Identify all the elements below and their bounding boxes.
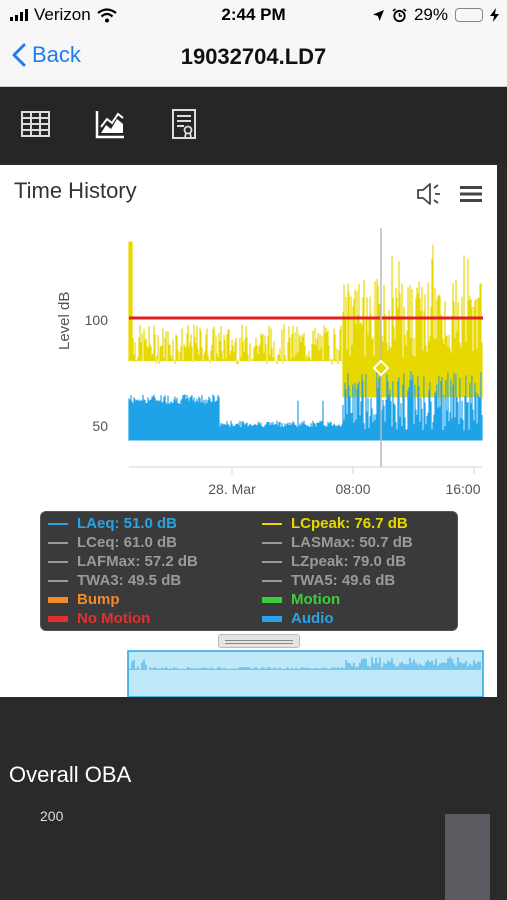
legend-label: LAeq: 51.0 dB (77, 515, 178, 532)
x-tick-08: 08:00 (335, 481, 370, 497)
navigator-window[interactable] (127, 650, 484, 697)
chevron-left-icon (12, 43, 26, 67)
legend-item[interactable]: Bump (48, 591, 120, 608)
legend-label: LCpeak: 76.7 dB (291, 515, 408, 532)
menu-icon[interactable] (459, 183, 483, 205)
chart-icon[interactable] (93, 107, 127, 141)
legend-label: Audio (291, 610, 334, 627)
legend-item[interactable]: LAeq: 51.0 dB (48, 515, 177, 532)
legend-label: LAFMax: 57.2 dB (77, 553, 198, 570)
alarm-icon (392, 7, 407, 22)
battery-percent: 29% (413, 5, 448, 24)
legend-swatch (48, 541, 68, 544)
signal-icon (10, 9, 28, 21)
y-tick-50: 50 (92, 418, 108, 434)
navigator-series (127, 650, 484, 697)
report-icon[interactable] (167, 107, 201, 141)
legend-swatch (48, 579, 68, 582)
legend-label: Bump (77, 591, 120, 608)
legend-swatch (262, 615, 282, 622)
legend-item[interactable]: Motion (262, 591, 340, 608)
legend-item[interactable]: TWA3: 49.5 dB (48, 572, 181, 589)
battery-icon (455, 8, 483, 22)
wifi-icon (97, 7, 117, 22)
legend-label: TWA5: 49.6 dB (291, 572, 396, 589)
status-time: 2:44 PM (221, 5, 286, 24)
navigator-bars (129, 657, 481, 670)
legend-label: LZpeak: 79.0 dB (291, 553, 407, 570)
carrier-label: Verizon (34, 5, 91, 24)
legend-swatch (262, 560, 282, 563)
x-tick-16: 16:00 (445, 481, 480, 497)
legend-swatch (48, 560, 68, 563)
legend-label: LASMax: 50.7 dB (291, 534, 413, 551)
card-title: Time History (14, 178, 137, 203)
navigator-handle[interactable] (218, 634, 300, 648)
status-bar: Verizon 2:44 PM 29% (0, 0, 507, 30)
legend-swatch (262, 579, 282, 582)
view-toolbar (0, 87, 507, 162)
back-label: Back (32, 42, 81, 67)
location-icon (372, 9, 384, 21)
back-button[interactable]: Back (12, 42, 81, 68)
oba-title: Overall OBA (9, 762, 132, 787)
status-right: 29% (372, 5, 499, 25)
chart-navigator[interactable] (0, 634, 497, 697)
charging-icon (490, 8, 499, 22)
legend-item[interactable]: LCpeak: 76.7 dB (262, 515, 408, 532)
legend-item[interactable]: Audio (262, 610, 334, 627)
legend-swatch (262, 541, 282, 544)
oba-bar (445, 814, 490, 900)
legend-swatch (48, 596, 68, 603)
card-actions (415, 179, 483, 209)
chart-legend: LAeq: 51.0 dB LCpeak: 76.7 dB LCeq: 61.0 d… (40, 511, 458, 631)
legend-item[interactable]: LZpeak: 79.0 dB (262, 553, 406, 570)
legend-swatch (262, 522, 282, 525)
y-axis-label: Level dB (56, 291, 73, 350)
legend-item[interactable]: LASMax: 50.7 dB (262, 534, 413, 551)
series-bars (128, 241, 483, 441)
legend-label: No Motion (77, 610, 151, 627)
legend-swatch (48, 522, 68, 525)
legend-item[interactable]: LAFMax: 57.2 dB (48, 553, 198, 570)
table-icon[interactable] (19, 107, 53, 141)
legend-label: Motion (291, 591, 341, 608)
legend-item[interactable]: LCeq: 61.0 dB (48, 534, 177, 551)
legend-item[interactable]: TWA5: 49.6 dB (262, 572, 395, 589)
legend-item[interactable]: No Motion (48, 610, 150, 627)
status-left: Verizon (10, 5, 117, 25)
legend-label: TWA3: 49.5 dB (77, 572, 182, 589)
time-history-chart[interactable]: 100 50 28. Mar 08:00 16:00 (0, 0, 507, 700)
crosshair-marker (372, 359, 390, 377)
legend-swatch (48, 615, 68, 622)
legend-label: LCeq: 61.0 dB (77, 534, 178, 551)
speaker-icon[interactable] (415, 179, 445, 209)
legend-swatch (262, 596, 282, 603)
y-tick-100: 100 (85, 312, 109, 328)
oba-y-tick: 200 (40, 808, 64, 824)
x-tick-28-mar: 28. Mar (208, 481, 256, 497)
